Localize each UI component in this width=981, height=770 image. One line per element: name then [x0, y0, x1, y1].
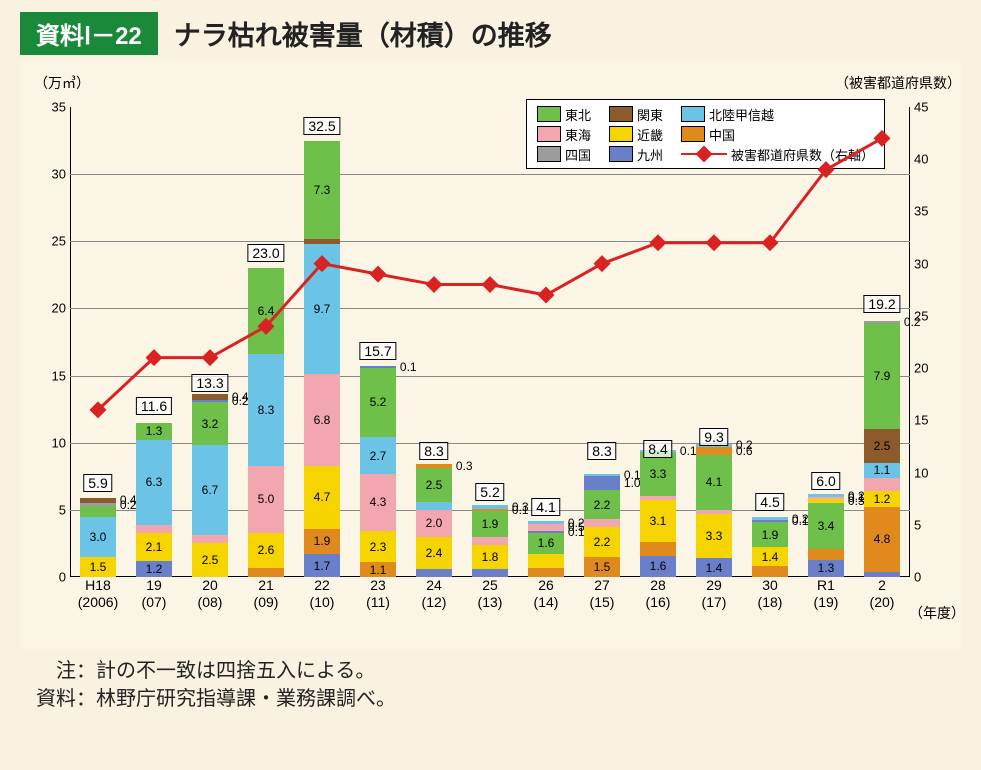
x-category: 21(09) [238, 577, 294, 633]
y-right-tick: 10 [910, 465, 928, 480]
y-left-tick: 10 [52, 435, 70, 450]
y-right-tick: 35 [910, 204, 928, 219]
y-left-tick: 35 [52, 100, 70, 115]
y-left-tick: 5 [59, 502, 70, 517]
title-row: 資料Ⅰ－22 ナラ枯れ被害量（材積）の推移 [0, 0, 981, 59]
x-category: 22(10) [294, 577, 350, 633]
title-badge: 資料Ⅰ－22 [20, 12, 158, 55]
y-right-tick: 20 [910, 361, 928, 376]
y-left-tick: 0 [59, 570, 70, 585]
line-marker-diamond [482, 276, 499, 293]
line-marker-diamond [706, 234, 723, 251]
y-left-tick: 15 [52, 368, 70, 383]
x-category: 27(15) [574, 577, 630, 633]
x-axis: H18(2006)19(07)20(08)21(09)22(10)23(11)2… [70, 577, 910, 633]
x-category: 20(08) [182, 577, 238, 633]
y-right-tick: 15 [910, 413, 928, 428]
line-marker-diamond [874, 130, 891, 147]
line-marker-diamond [650, 234, 667, 251]
y-left-tick: 20 [52, 301, 70, 316]
x-category: 26(14) [518, 577, 574, 633]
line-marker-diamond [594, 255, 611, 272]
y-right-tick: 40 [910, 152, 928, 167]
chart-area: （万㎥） （被害都道府県数） 東北関東北陸甲信越東海近畿中国四国九州被害都道府県… [20, 59, 961, 649]
x-category: 25(13) [462, 577, 518, 633]
x-category: 28(16) [630, 577, 686, 633]
x-category: H18(2006) [70, 577, 126, 633]
x-category: R1(19) [798, 577, 854, 633]
y-right-tick: 0 [910, 570, 921, 585]
x-category: 19(07) [126, 577, 182, 633]
y-left-tick: 30 [52, 167, 70, 182]
line-marker-diamond [370, 266, 387, 283]
x-category: 23(11) [350, 577, 406, 633]
note-line: 資料：林野庁研究指導課・業務課調べ。 [36, 685, 945, 713]
y-right-label: （被害都道府県数） [835, 73, 961, 93]
x-category: 29(17) [686, 577, 742, 633]
line-marker-diamond [426, 276, 443, 293]
chart-title: ナラ枯れ被害量（材積）の推移 [174, 14, 552, 53]
y-right-tick: 30 [910, 256, 928, 271]
x-category: 2(20) [854, 577, 910, 633]
line-marker-diamond [202, 349, 219, 366]
y-right-tick: 45 [910, 100, 928, 115]
plot: 051015202530350510152025303540451.53.00.… [70, 107, 910, 577]
footnotes: 注：計の不一致は四捨五入による。 資料：林野庁研究指導課・業務課調べ。 [0, 649, 981, 721]
note-line: 注：計の不一致は四捨五入による。 [36, 657, 945, 685]
line-marker-diamond [538, 287, 555, 304]
y-right-tick: 5 [910, 517, 921, 532]
y-left-tick: 25 [52, 234, 70, 249]
line-series [70, 107, 910, 577]
x-category: 24(12) [406, 577, 462, 633]
y-left-label: （万㎥） [34, 73, 90, 93]
x-axis-label: （年度） [909, 603, 965, 623]
x-category: 30(18) [742, 577, 798, 633]
